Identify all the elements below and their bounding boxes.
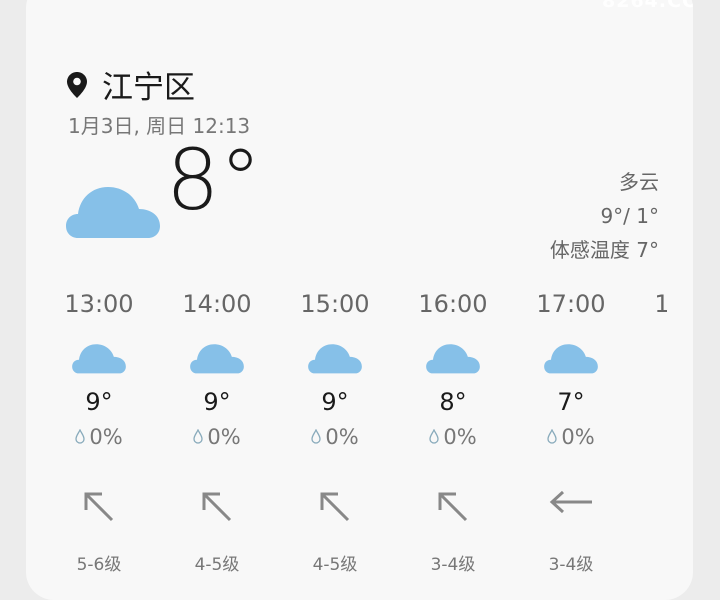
- precip-value: 0%: [561, 425, 595, 449]
- wind-direction-icon: [276, 490, 394, 530]
- cloud-icon: [630, 342, 667, 380]
- weather-card[interactable]: 江宁区 1月3日, 周日 12:13 8° 多云 9°/ 1° 体感温度 7° …: [26, 0, 693, 600]
- temp-range: 9°/ 1°: [600, 204, 659, 228]
- hour-time: 16:00: [418, 290, 488, 318]
- hour-temp: 9°: [321, 388, 349, 416]
- cloud-icon: [66, 187, 160, 238]
- feels-like: 体感温度 7°: [549, 238, 659, 262]
- hour-column: 16:00 8° 0% 3-4级: [394, 290, 512, 575]
- wind-direction-icon: [158, 490, 276, 530]
- precip-value: 0%: [89, 425, 123, 449]
- wind-level: 4-5级: [312, 555, 358, 575]
- cloud-icon: [158, 342, 276, 380]
- cloud-icon: [276, 342, 394, 380]
- wind-direction-icon: [40, 490, 158, 530]
- hour-column: 18:00 3-4级: [630, 290, 667, 575]
- hour-temp: 9°: [203, 388, 231, 416]
- raindrop-icon: [311, 425, 321, 449]
- wind-level: 3-4级: [430, 555, 476, 575]
- date-time: 1月3日, 周日 12:13: [68, 114, 251, 138]
- hour-column: 13:00 9° 0% 5-6级: [40, 290, 158, 575]
- precipitation: 0%: [158, 422, 276, 452]
- raindrop-icon: [75, 425, 85, 449]
- hour-time: 18:00: [654, 290, 667, 318]
- precip-value: 0%: [443, 425, 477, 449]
- hour-temp: 8°: [439, 388, 467, 416]
- cloud-icon: [394, 342, 512, 380]
- precip-value: 0%: [207, 425, 241, 449]
- hour-temp: 7°: [557, 388, 585, 416]
- current-temperature: 8°: [166, 131, 262, 229]
- raindrop-icon: [193, 425, 203, 449]
- wind-level: 3-4级: [630, 550, 668, 575]
- wind-level: 5-6级: [76, 555, 122, 575]
- hour-column: 15:00 9° 0% 4-5级: [276, 290, 394, 575]
- hourly-forecast[interactable]: 13:00 9° 0% 5-6级 14:00 9° 0% 4-5级 15:00 9°…: [40, 290, 667, 575]
- wind-level: 3-4级: [548, 555, 594, 575]
- precipitation: 0%: [276, 422, 394, 452]
- wind-direction-icon: [630, 490, 667, 530]
- cloud-icon: [512, 342, 630, 380]
- hour-column: 17:00 7° 0% 3-4级: [512, 290, 630, 575]
- raindrop-icon: [547, 425, 557, 449]
- condition: 多云: [619, 170, 659, 194]
- location-name: 江宁区: [102, 70, 195, 106]
- hour-time: 15:00: [300, 290, 370, 318]
- hour-temp: 9°: [85, 388, 113, 416]
- location-pin-icon: [67, 71, 87, 98]
- location[interactable]: 江宁区: [66, 62, 195, 107]
- raindrop-icon: [429, 425, 439, 449]
- hour-time: 14:00: [182, 290, 252, 318]
- wind-direction-icon: [512, 490, 630, 530]
- watermark: 8264.COM: [602, 0, 693, 12]
- precip-value: 0%: [325, 425, 359, 449]
- precipitation: 0%: [512, 422, 630, 452]
- hour-temp: [630, 388, 667, 422]
- precipitation: 0%: [40, 422, 158, 452]
- hour-time: 17:00: [536, 290, 606, 318]
- wind-level: 4-5级: [194, 555, 240, 575]
- precipitation: [630, 422, 667, 452]
- cloud-icon: [40, 342, 158, 380]
- wind-direction-icon: [394, 490, 512, 530]
- hour-time: 13:00: [64, 290, 134, 318]
- hour-column: 14:00 9° 0% 4-5级: [158, 290, 276, 575]
- precipitation: 0%: [394, 422, 512, 452]
